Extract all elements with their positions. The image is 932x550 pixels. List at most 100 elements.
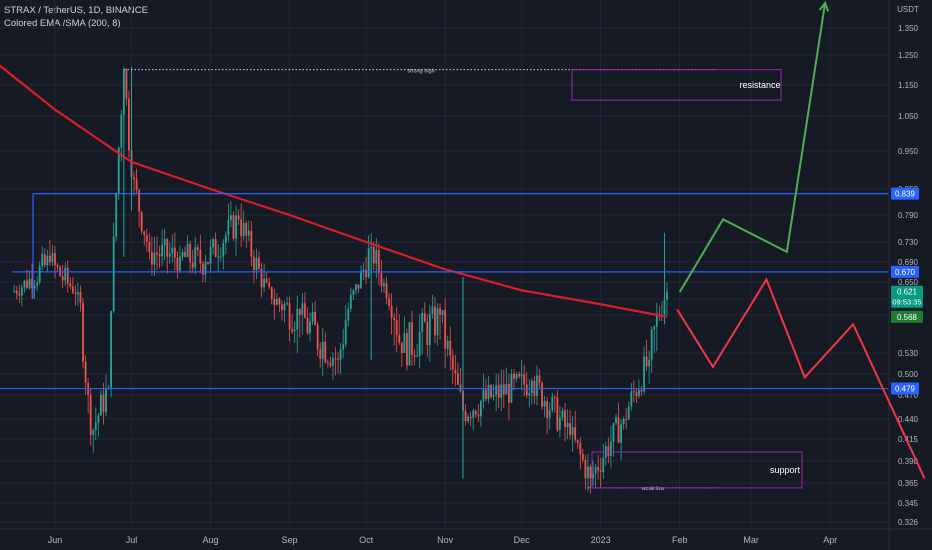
candle [140,210,143,235]
candle [543,396,546,418]
candle-body [446,340,449,349]
candle [342,328,345,359]
candle [191,249,194,273]
candle-body [49,255,51,262]
candle-body [559,417,561,430]
candle [617,403,620,444]
candle-body [112,236,115,311]
candle [222,238,225,270]
candle-body [100,394,102,416]
price-badge-bg [891,187,919,200]
candle-body [413,354,416,357]
candle [630,383,633,411]
candle [298,308,301,338]
candle [240,203,243,248]
candle [235,205,237,256]
symbol-title: STRAX / TetherUS, 1D, BINANCE [4,5,148,16]
candle-body [592,473,594,479]
candle [620,419,622,461]
price-badge-label: 0.479 [895,385,916,394]
candle [212,237,214,255]
price-tick-label: 1.350 [898,24,919,33]
candle-body [630,391,633,407]
chart-header: STRAX / TetherUS, 1D, BINANCE Colored EM… [4,4,148,30]
candle [293,321,296,343]
candle-body [581,453,584,460]
candle [551,392,554,413]
candle [467,413,469,424]
candle-body [439,308,441,315]
candle-body [569,423,571,435]
candle-body [324,341,327,363]
candle-body [421,313,424,332]
candle [622,417,625,430]
candle [561,407,564,421]
candle [26,269,28,290]
candle-body [515,373,518,379]
countdown-label: 09:53:35 [892,298,921,307]
candle-body [551,396,554,410]
candle-body [594,466,597,474]
candle-body [242,222,245,237]
candle [497,374,500,409]
candle-body [574,427,577,440]
time-tick-label: Jun [48,535,63,545]
candle-body [571,427,574,435]
candle [100,390,102,416]
candle [176,251,179,279]
candle [194,236,197,275]
candle [418,314,421,369]
time-tick-label: Oct [359,535,374,545]
candle-body [385,283,388,299]
candle-body [227,220,230,236]
candle-body [355,284,357,291]
candle [576,439,579,450]
candle [457,362,459,386]
candle [431,294,434,319]
time-tick-label: Jul [126,535,138,545]
candle-body [500,384,503,398]
candle [513,368,515,391]
candle-body [426,322,429,346]
candle [74,284,77,306]
candle-body [403,333,406,353]
support-box [591,451,803,489]
candle [18,284,21,304]
candle-body [650,329,653,360]
candle [360,265,362,289]
candle [490,383,492,400]
candle [13,284,16,294]
candle-body [627,406,630,420]
candle [416,344,418,358]
candle [426,314,429,357]
candle [612,422,615,457]
candle-body [451,355,454,370]
candle-body [296,308,299,330]
candle [446,335,449,357]
candle-body [536,375,538,396]
candle [120,109,123,162]
candle-body [166,239,169,257]
time-tick-label: Apr [823,535,837,545]
candle-body [525,384,528,396]
candle-body [655,313,658,327]
candle-body [28,278,31,288]
candle-body [344,320,347,345]
candle-body [388,298,390,306]
candle-body [607,446,610,456]
candle [661,301,663,321]
price-tick-label: 0.730 [898,238,919,247]
candle-body [20,287,23,296]
candle-body [18,293,21,296]
candle-body [258,257,260,269]
candle [383,278,385,294]
candle-body [232,215,235,239]
candle [520,359,523,391]
candle [615,414,617,426]
candle [390,293,393,335]
candle-body [632,391,635,393]
candle [125,68,128,106]
candle [581,448,584,463]
price-tick-label: 0.500 [898,370,919,379]
